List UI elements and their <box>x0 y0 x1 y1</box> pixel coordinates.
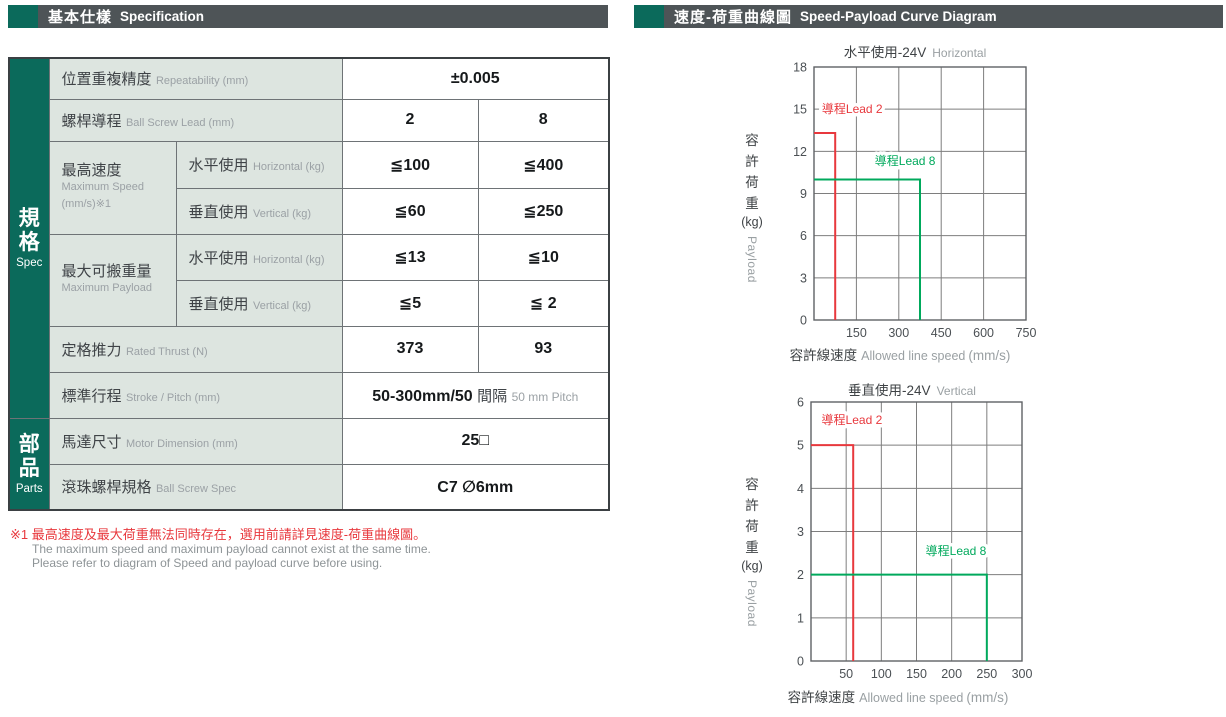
svg-text:6: 6 <box>797 396 804 410</box>
chart1-title: 水平使用-24V Horizontal <box>843 45 987 60</box>
series-label: 導程Lead 2 <box>822 412 883 427</box>
table-row: 垂直使用 Vertical (kg) ≦5 ≦ 2 <box>9 279 610 327</box>
value-payload-h-lead2: ≦13 <box>341 233 479 281</box>
header-accent-square <box>634 5 664 28</box>
label-motor-dimension: 馬達尺寸 Motor Dimension (mm) <box>48 417 343 465</box>
label-ball-screw-lead: 螺桿導程 Ball Screw Lead (mm) <box>48 98 343 142</box>
svg-text:3: 3 <box>800 271 807 285</box>
row-group-spec-en: Spec <box>16 257 43 270</box>
value-speed-h-lead8: ≦400 <box>477 140 610 189</box>
svg-text:6: 6 <box>800 229 807 243</box>
chart1-y-axis-label: 容許荷重 (kg) Payload <box>741 133 763 283</box>
value-speed-h-lead2: ≦100 <box>341 140 479 189</box>
svg-text:300: 300 <box>1012 667 1032 681</box>
value-lead-2: 2 <box>341 98 479 142</box>
chart2-x-axis-label: 容許線速度 Allowed line speed (mm/s) <box>787 690 1009 705</box>
value-thrust-lead8: 93 <box>477 325 610 373</box>
label-stroke: 標準行程 Stroke / Pitch (mm) <box>48 371 343 419</box>
value-thrust-lead2: 373 <box>341 325 479 373</box>
row-group-spec: 規格 Spec <box>8 57 50 419</box>
table-row: 螺桿導程 Ball Screw Lead (mm) 2 8 <box>9 98 610 142</box>
table-row: 規格 Spec 位置重複精度 Repeatability (mm) ±0.005 <box>8 57 610 419</box>
value-motor-dimension: 25□ <box>341 417 610 465</box>
footnote: ※1 最高速度及最大荷重無法同時存在，選用前請詳見速度-荷重曲線圖。 The m… <box>10 526 431 570</box>
svg-text:150: 150 <box>906 667 927 681</box>
svg-text:600: 600 <box>973 326 994 340</box>
curve-header-title-en: Speed-Payload Curve Diagram <box>800 9 997 24</box>
table-row: 滾珠螺桿規格 Ball Screw Spec C7 ∅6mm <box>9 463 610 511</box>
series-label: 導程Lead 8 <box>926 543 987 558</box>
table-row: 最高速度 Maximum Speed (mm/s)※1 水平使用 Horizon… <box>9 140 610 235</box>
label-speed-vertical: 垂直使用 Vertical (kg) <box>175 187 343 235</box>
svg-text:5: 5 <box>797 439 804 453</box>
curve-header-title-cjk: 速度-荷重曲線圖 <box>674 9 792 26</box>
table-row: 標準行程 Stroke / Pitch (mm) 50-300mm/50 間隔 … <box>9 371 610 419</box>
label-max-payload: 最大可搬重量 Maximum Payload <box>48 233 177 327</box>
svg-text:750: 750 <box>1016 326 1036 340</box>
table-row: 垂直使用 Vertical (kg) ≦60 ≦250 <box>9 187 610 235</box>
row-group-parts-en: Parts <box>15 482 43 495</box>
spec-section-header: 基本仕樣 Specification <box>8 5 608 28</box>
svg-text:50: 50 <box>839 667 853 681</box>
footnote-ref: ※1 <box>95 198 112 210</box>
svg-text:15: 15 <box>793 103 807 117</box>
svg-text:0: 0 <box>800 314 807 328</box>
svg-text:2: 2 <box>797 568 804 582</box>
series-label: 導程Lead 8 <box>875 153 936 168</box>
row-group-spec-cjk: 規格 <box>18 207 40 255</box>
svg-text:150: 150 <box>846 326 867 340</box>
footnote-en-line2: Please refer to diagram of Speed and pay… <box>32 555 383 570</box>
svg-text:1: 1 <box>797 611 804 625</box>
row-group-parts-cjk: 部品 <box>18 432 40 480</box>
label-speed-horizontal: 水平使用 Horizontal (kg) <box>175 140 343 189</box>
value-repeatability: ±0.005 <box>341 57 610 100</box>
curve-header-bar: 速度-荷重曲線圖 Speed-Payload Curve Diagram <box>664 5 1223 28</box>
svg-text:9: 9 <box>800 187 807 201</box>
svg-text:250: 250 <box>976 667 997 681</box>
svg-text:12: 12 <box>793 145 807 159</box>
value-speed-v-lead2: ≦60 <box>341 187 479 235</box>
label-ball-screw-spec: 滾珠螺桿規格 Ball Screw Spec <box>48 463 343 511</box>
value-ball-screw-spec: C7 ∅6mm <box>341 463 610 511</box>
footnote-red-line: ※1 最高速度及最大荷重無法同時存在，選用前請詳見速度-荷重曲線圖。 <box>10 527 427 542</box>
value-payload-h-lead8: ≦10 <box>477 233 610 281</box>
series-label: 導程Lead 2 <box>822 101 883 116</box>
value-payload-v-lead2: ≦5 <box>341 279 479 327</box>
chart2-title: 垂直使用-24V Vertical <box>848 383 976 398</box>
svg-text:200: 200 <box>941 667 962 681</box>
header-accent-square <box>8 5 38 28</box>
row-group-parts: 部品 Parts <box>8 417 50 511</box>
value-stroke: 50-300mm/50 間隔 50 mm Pitch <box>341 371 610 419</box>
svg-text:3: 3 <box>797 525 804 539</box>
table-row: 定格推力 Rated Thrust (N) 373 93 <box>9 325 610 373</box>
value-speed-v-lead8: ≦250 <box>477 187 610 235</box>
spec-header-title-en: Specification <box>120 9 205 24</box>
speed-payload-chart-vertical: 0 1 2 3 4 5 6 50 100 150 200 250 300 導程Lead 2 導程Lead 8 <box>797 396 1032 681</box>
spec-header-bar: 基本仕樣 Specification <box>38 5 608 28</box>
svg-text:450: 450 <box>931 326 952 340</box>
label-payload-vertical: 垂直使用 Vertical (kg) <box>175 279 343 327</box>
curve-section-header: 速度-荷重曲線圖 Speed-Payload Curve Diagram <box>634 5 1223 28</box>
svg-text:100: 100 <box>871 667 892 681</box>
chart2-y-axis-label: 容許荷重 (kg) Payload <box>741 477 763 627</box>
label-max-speed: 最高速度 Maximum Speed (mm/s)※1 <box>48 140 177 235</box>
table-row: 部品 Parts 馬達尺寸 Motor Dimension (mm) 25□ <box>8 417 610 511</box>
footnote-en-line1: The maximum speed and maximum payload ca… <box>32 542 431 556</box>
svg-text:18: 18 <box>793 61 807 75</box>
spec-header-title-cjk: 基本仕樣 <box>48 9 113 26</box>
speed-payload-chart-horizontal: 0 3 6 9 12 15 18 150 300 450 600 750 導程Lead 2 導程Lead … <box>793 61 1036 340</box>
specification-table: 規格 Spec 位置重複精度 Repeatability (mm) ±0.005… <box>8 57 611 511</box>
table-row: 最大可搬重量 Maximum Payload 水平使用 Horizontal (… <box>9 233 610 327</box>
svg-text:0: 0 <box>797 655 804 669</box>
label-payload-horizontal: 水平使用 Horizontal (kg) <box>175 233 343 281</box>
value-payload-v-lead8: ≦ 2 <box>477 279 610 327</box>
svg-text:4: 4 <box>797 482 804 496</box>
chart1-x-axis-label: 容許線速度 Allowed line speed (mm/s) <box>789 348 1011 363</box>
value-lead-8: 8 <box>477 98 610 142</box>
label-repeatability: 位置重複精度 Repeatability (mm) <box>48 57 343 100</box>
label-rated-thrust: 定格推力 Rated Thrust (N) <box>48 325 343 373</box>
svg-text:300: 300 <box>888 326 909 340</box>
